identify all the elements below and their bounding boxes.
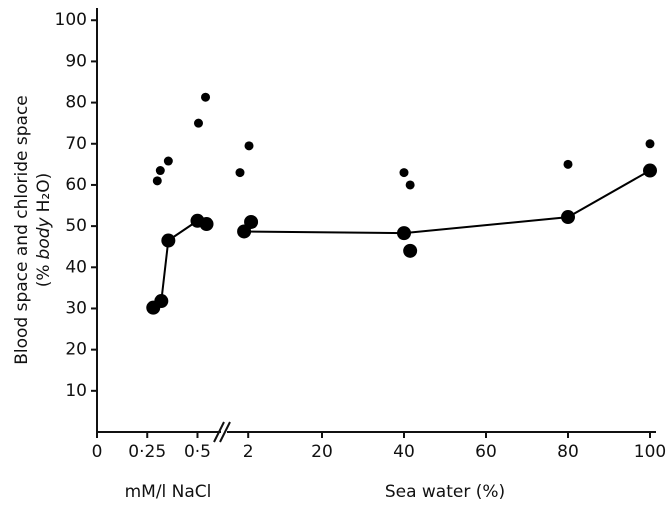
y-axis-label-part: (%: [34, 264, 54, 287]
y-tick-label: 60: [65, 175, 87, 195]
marker: [403, 243, 418, 258]
x-tick-label: 100: [634, 442, 666, 462]
y-axis-label: Blood space and chloride space: [12, 95, 32, 365]
marker: [161, 233, 176, 248]
x-tick-label: 80: [557, 442, 579, 462]
y-tick-label: 20: [65, 340, 87, 360]
y-tick-label: 40: [65, 257, 87, 277]
marker: [152, 176, 162, 186]
x-tick-label: 0·25: [128, 442, 166, 462]
x-tick-label: 0·5: [184, 442, 211, 462]
y-tick-label: 10: [65, 381, 87, 401]
marker: [201, 92, 211, 102]
marker: [199, 217, 214, 232]
marker: [244, 215, 259, 229]
y-tick-label: 90: [65, 51, 87, 71]
x-tick-label: 20: [311, 442, 333, 462]
marker: [399, 168, 409, 178]
y-axis-label-part: H₂O): [34, 173, 54, 213]
x-tick-label: 0: [92, 442, 103, 462]
x-tick-label: 40: [393, 442, 415, 462]
marker: [193, 118, 203, 128]
y-axis-label-part: body: [34, 216, 54, 259]
y-tick-label: 70: [65, 134, 87, 154]
line: [244, 169, 651, 235]
x-tick-label: 2: [243, 442, 254, 462]
y-axis-label: (% body H₂O): [34, 173, 54, 287]
y-tick-label: 50: [65, 216, 87, 236]
y-tick-label: 80: [65, 93, 87, 113]
marker: [405, 180, 415, 190]
y-tick-label: 100: [55, 10, 87, 30]
marker: [163, 156, 173, 166]
axis-break: [213, 421, 231, 443]
marker: [244, 141, 254, 151]
x-axis-label: Sea water (%): [385, 482, 505, 502]
marker: [563, 159, 573, 169]
marker: [235, 168, 245, 178]
x-tick-label: 60: [475, 442, 497, 462]
marker: [154, 294, 169, 309]
marker: [645, 139, 655, 149]
y-tick-label: 30: [65, 298, 87, 318]
marker: [155, 166, 165, 176]
x-axis-label: mM/l NaCl: [125, 482, 212, 502]
